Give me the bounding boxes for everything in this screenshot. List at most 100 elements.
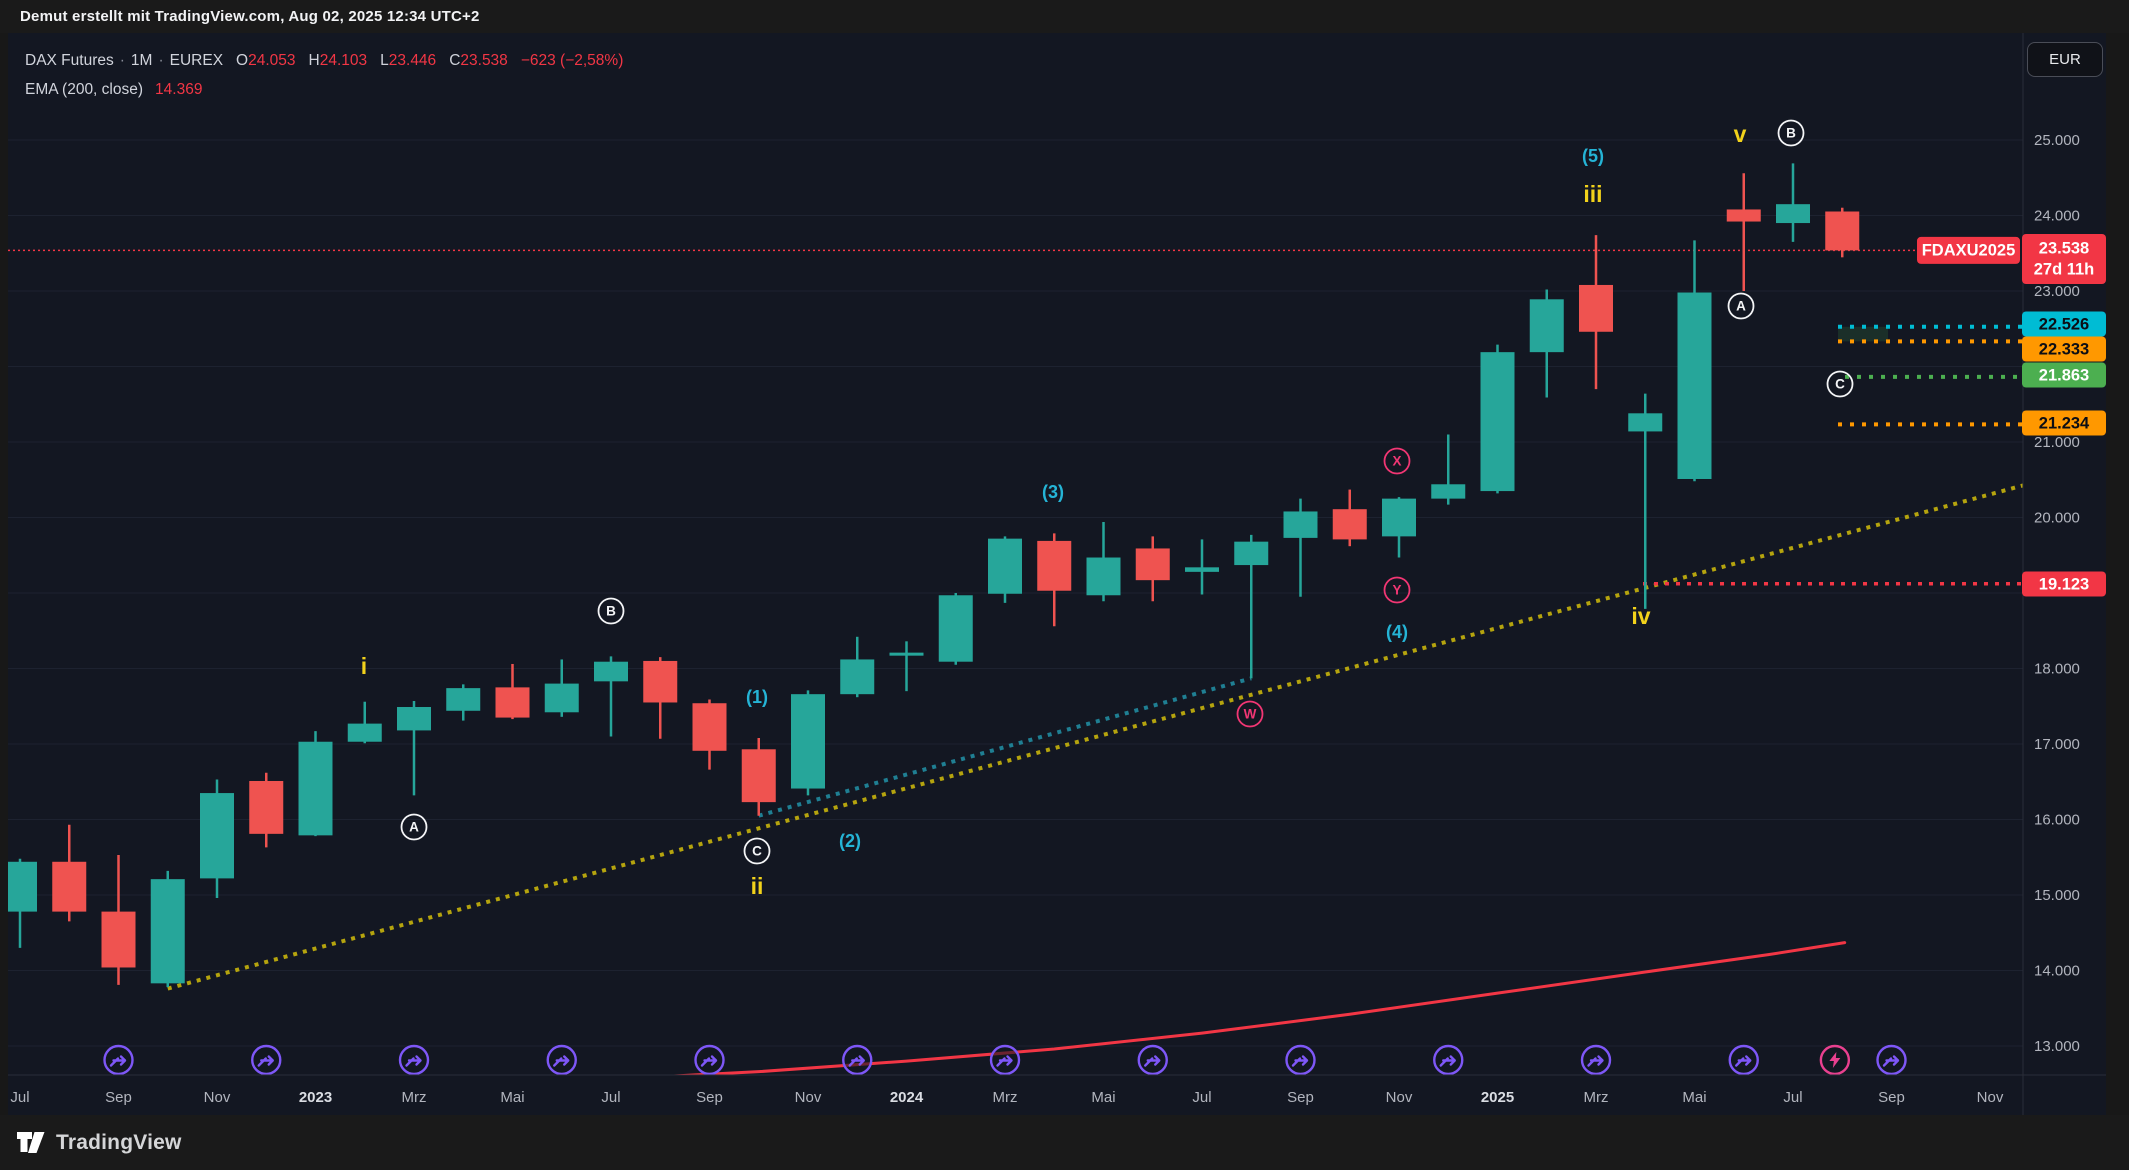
candle — [1529, 289, 1564, 398]
time-tick-label[interactable]: Sep — [105, 1089, 132, 1106]
wave-circle-letter: B — [606, 604, 616, 619]
time-tick-label[interactable]: Sep — [696, 1089, 723, 1106]
ohlc-label: L — [380, 52, 389, 69]
price-chart[interactable]: iiiiiiivv(1)(2)(3)(4)(5)ABCWXYABC25.0002… — [8, 33, 2106, 1115]
symbol-exchange: EUREX — [169, 52, 224, 69]
price-tick-label[interactable]: 25.000 — [2034, 132, 2080, 149]
time-tick-label[interactable]: Nov — [795, 1089, 822, 1106]
time-tick-label[interactable]: Jul — [1192, 1089, 1211, 1106]
currency-button[interactable]: EUR — [2027, 42, 2103, 77]
price-tag-text: 22.526 — [2039, 315, 2089, 333]
candle-body — [1776, 204, 1810, 224]
candle — [889, 641, 924, 692]
price-tick-label[interactable]: 13.000 — [2034, 1038, 2080, 1055]
candle — [692, 699, 727, 770]
candle — [495, 663, 530, 720]
candle — [1234, 534, 1269, 679]
price-axis-tag-22.333: 22.333 — [2022, 336, 2106, 362]
price-tag-bg — [2022, 410, 2106, 436]
candle — [544, 659, 579, 717]
time-tick-label[interactable]: Mrz — [402, 1089, 427, 1106]
price-tick-label[interactable]: 14.000 — [2034, 962, 2080, 979]
time-tick-label[interactable]: Mai — [500, 1089, 524, 1106]
time-tick-label[interactable]: Nov — [1977, 1089, 2004, 1106]
wave-label-(3): (3) — [1042, 482, 1064, 502]
rollover-icon[interactable] — [1137, 1044, 1168, 1075]
symbol-legend-row[interactable]: DAX Futures · 1M · EUREX O24.053 H24.103 L23.44… — [25, 52, 624, 69]
time-tick-label[interactable]: Jul — [601, 1089, 620, 1106]
contract-name-tag — [1917, 236, 2020, 264]
price-tick-label[interactable]: 20.000 — [2034, 509, 2080, 526]
indicator-legend-row[interactable]: EMA (200, close) 14.369 — [25, 75, 623, 104]
lightning-glyph — [1829, 1052, 1841, 1068]
time-tick-label[interactable]: Mrz — [1584, 1089, 1609, 1106]
wave-circle-A: A — [400, 813, 428, 841]
candle-body — [249, 780, 284, 834]
rollover-icon[interactable] — [1876, 1044, 1907, 1075]
rollover-icon[interactable] — [1580, 1044, 1612, 1075]
ohlc-value: 24.103 — [319, 52, 368, 69]
wave-circle-letter: X — [1392, 454, 1401, 469]
time-tick-label[interactable]: Nov — [204, 1089, 231, 1106]
tradingview-logo-icon[interactable] — [16, 1131, 46, 1155]
time-tick-label[interactable]: Sep — [1287, 1089, 1314, 1106]
rollover-icon[interactable] — [1728, 1044, 1759, 1075]
rollover-icon[interactable] — [842, 1044, 873, 1075]
candle — [741, 737, 776, 816]
indicator-name: EMA (200, close) — [25, 81, 144, 98]
rollover-icon[interactable] — [398, 1044, 430, 1075]
time-tick-label[interactable]: Jul — [1783, 1089, 1802, 1106]
candle-body — [791, 694, 825, 789]
price-tick-label[interactable]: 21.000 — [2034, 434, 2080, 451]
wave-circle-outline — [1826, 370, 1854, 398]
price-tag-bg — [2022, 234, 2106, 284]
rollover-icon[interactable] — [1433, 1044, 1464, 1075]
time-tick-label[interactable]: 2024 — [890, 1089, 924, 1106]
price-tick-label[interactable]: 17.000 — [2034, 736, 2080, 753]
ohlc-label: C — [449, 52, 461, 69]
price-tick-label[interactable]: 15.000 — [2034, 887, 2080, 904]
rollover-icon[interactable] — [694, 1044, 725, 1075]
wave-label-(4): (4) — [1386, 622, 1408, 642]
candle-body — [544, 683, 579, 713]
wave-circle-A: A — [1727, 292, 1755, 320]
time-tick-label[interactable]: Nov — [1386, 1089, 1413, 1106]
rollover-arrow-glyph — [996, 1055, 1013, 1067]
settlement-lightning-icon[interactable] — [1819, 1044, 1851, 1075]
time-tick-label[interactable]: 2025 — [1481, 1089, 1514, 1106]
time-tick-label[interactable]: Mrz — [993, 1089, 1018, 1106]
wave-label-(1): (1) — [746, 687, 768, 707]
time-tick-label[interactable]: Mai — [1682, 1089, 1706, 1106]
candle — [938, 593, 973, 665]
candle-body — [988, 538, 1022, 594]
candle-body — [1628, 413, 1663, 432]
rollover-icon[interactable] — [251, 1044, 282, 1075]
time-tick-label[interactable]: Jul — [10, 1089, 29, 1106]
candle-body — [150, 879, 185, 984]
wave-circle-outline — [400, 813, 428, 841]
price-tick-label[interactable]: 24.000 — [2034, 207, 2080, 224]
candle-body — [446, 688, 481, 711]
wave-label-iv: iv — [1631, 603, 1650, 629]
price-tick-label[interactable]: 18.000 — [2034, 660, 2080, 677]
time-tick-label[interactable]: 2023 — [299, 1089, 332, 1106]
rollover-arrow-glyph — [1882, 1055, 1900, 1067]
time-tick-label[interactable]: Sep — [1878, 1089, 1905, 1106]
rollover-icon[interactable] — [989, 1044, 1021, 1075]
time-tick-label[interactable]: Mai — [1091, 1089, 1115, 1106]
wave-circle-letter: C — [1835, 377, 1845, 392]
rollover-icon[interactable] — [103, 1044, 134, 1075]
candle — [1185, 539, 1219, 595]
tradingview-brand-text[interactable]: TradingView — [56, 1130, 182, 1154]
candle-body — [1135, 548, 1170, 581]
price-tag-text: 19.123 — [2039, 575, 2089, 593]
price-tag-text: 21.863 — [2039, 366, 2089, 384]
price-tick-label[interactable]: 23.000 — [2034, 283, 2080, 300]
watermark-title: Demut erstellt mit TradingView.com, Aug … — [20, 8, 480, 25]
price-tick-label[interactable]: 16.000 — [2034, 811, 2080, 828]
candle-body — [938, 595, 973, 662]
candle — [1825, 207, 1860, 258]
rollover-icon[interactable] — [546, 1044, 577, 1075]
rollover-icon[interactable] — [1285, 1044, 1316, 1075]
